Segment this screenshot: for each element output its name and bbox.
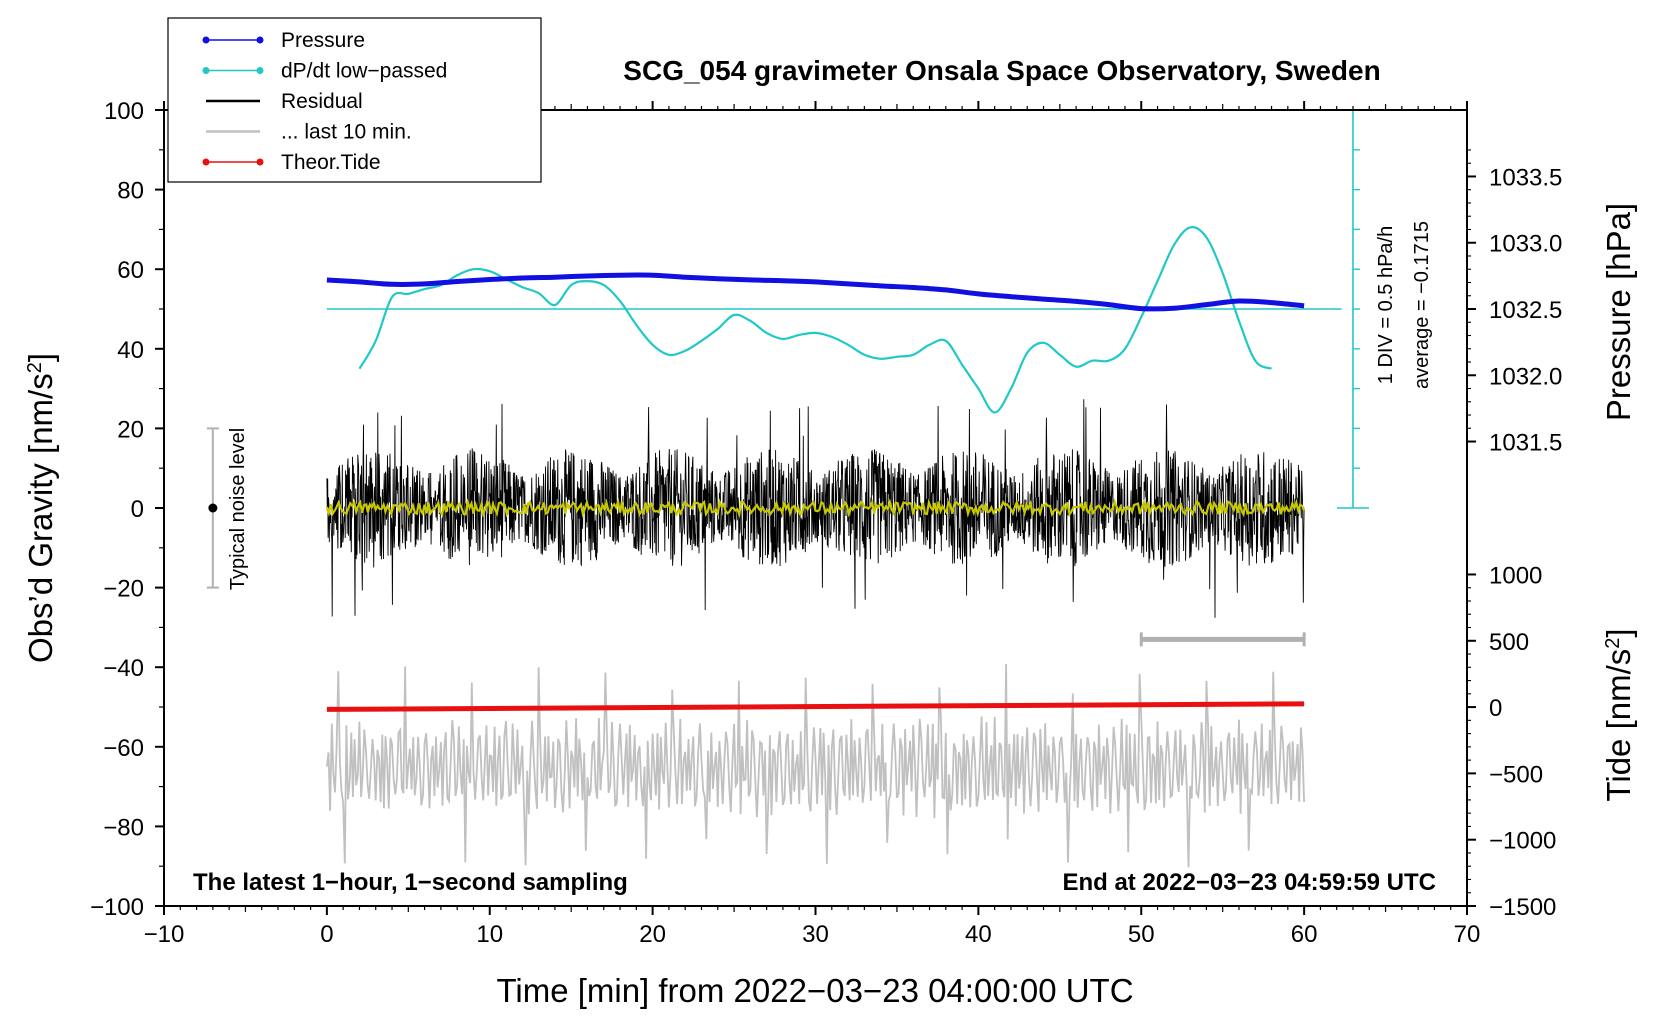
y-axis-title-left-end: ]	[22, 353, 59, 362]
tide-series	[326, 701, 1305, 712]
axis-layer: −10 0 10 20 30 40 50 60 70−100−80−60−40−20020406…	[90, 98, 1562, 948]
y-tick-label: −100	[90, 894, 144, 921]
scale-label-average: average = −0.1715	[1411, 221, 1433, 389]
legend-marker-end-4	[256, 158, 264, 166]
legend-marker-end-0	[256, 36, 264, 44]
legend-label-1: dP/dt low−passed	[281, 60, 447, 83]
y-axis-title-tide: Tide [nm/s2]	[1600, 628, 1637, 801]
y-axis-title-left: Obs’d Gravity [nm/s2]	[22, 353, 59, 663]
pressure-tick-label: 1033.5	[1489, 164, 1562, 191]
residual-smooth-series	[325, 497, 1306, 519]
scale-label-div: 1 DIV = 0.5 hPa/h	[1375, 226, 1397, 384]
y-tick-label: −60	[103, 735, 144, 762]
y-axis-title-left-main: Obs’d Gravity [nm/s	[22, 373, 59, 663]
pressure-tick-label: 1033.0	[1489, 231, 1562, 258]
y-tick-label: −80	[103, 814, 144, 841]
y-axis-title-tide-end: ]	[1600, 628, 1637, 637]
legend-marker-start-1	[202, 67, 210, 74]
legend-marker-start-4	[202, 158, 210, 166]
tide-tick-label: 500	[1489, 629, 1529, 656]
chart-title: SCG_054 gravimeter Onsala Space Observat…	[623, 55, 1380, 86]
x-tick-label: 70	[1454, 921, 1481, 948]
pressure-tick-label: 1032.5	[1489, 297, 1562, 324]
tide-tick-label: −1500	[1489, 894, 1556, 921]
x-axis-title: Time [min] from 2022−03−23 04:00:00 UTC	[496, 972, 1133, 1009]
legend-label-4: Theor.Tide	[281, 151, 381, 174]
tide-tick-label: 0	[1489, 695, 1502, 722]
y-tick-label: 100	[104, 98, 144, 125]
y-axis-title-tide-main: Tide [nm/s	[1600, 649, 1637, 802]
y-tick-label: 40	[117, 337, 144, 364]
y-axis-title-left-sup: 2	[24, 362, 46, 373]
y-tick-label: 0	[131, 496, 144, 523]
y-axis-title-pressure: Pressure [hPa]	[1600, 203, 1637, 421]
x-tick-label: 40	[965, 921, 992, 948]
tide-tick-label: −1000	[1489, 828, 1556, 855]
x-tick-label: 10	[476, 921, 503, 948]
pressure-tick-label: 1031.5	[1489, 430, 1562, 457]
legend-label-0: Pressure	[281, 29, 365, 52]
tide-tick-label: 1000	[1489, 562, 1542, 589]
last10-series	[326, 663, 1305, 868]
legend-label-2: Residual	[281, 90, 363, 113]
legend-marker-start-0	[202, 36, 210, 44]
legend-marker-end-1	[256, 67, 264, 74]
y-tick-label: −40	[103, 655, 144, 682]
pressure-tick-label: 1032.0	[1489, 363, 1562, 390]
legend: Pressure dP/dt low−passed Residual ... last…	[167, 17, 542, 183]
noise-level-label: Typical noise level	[227, 428, 249, 590]
x-tick-label: 50	[1128, 921, 1155, 948]
legend-label-3: ... last 10 min.	[281, 121, 412, 144]
x-tick-label: 30	[802, 921, 829, 948]
series-layer	[206, 109, 1369, 868]
footer-left-note: The latest 1−hour, 1−second sampling	[193, 869, 628, 896]
pressure-series	[326, 272, 1305, 312]
footer-right-note: End at 2022−03−23 04:59:59 UTC	[1062, 869, 1436, 896]
x-tick-label: 0	[320, 921, 333, 948]
noise-level-center-dot	[208, 503, 218, 513]
y-tick-label: −20	[103, 576, 144, 603]
x-tick-label: 60	[1291, 921, 1318, 948]
x-tick-label: 20	[639, 921, 666, 948]
y-axis-title-tide-sup: 2	[1602, 638, 1624, 649]
y-tick-label: 20	[117, 416, 144, 443]
dpdt-series	[358, 226, 1272, 414]
y-tick-label: 80	[117, 178, 144, 205]
y-tick-label: 60	[117, 257, 144, 284]
tide-tick-label: −500	[1489, 761, 1543, 788]
x-tick-label: −10	[144, 921, 185, 948]
